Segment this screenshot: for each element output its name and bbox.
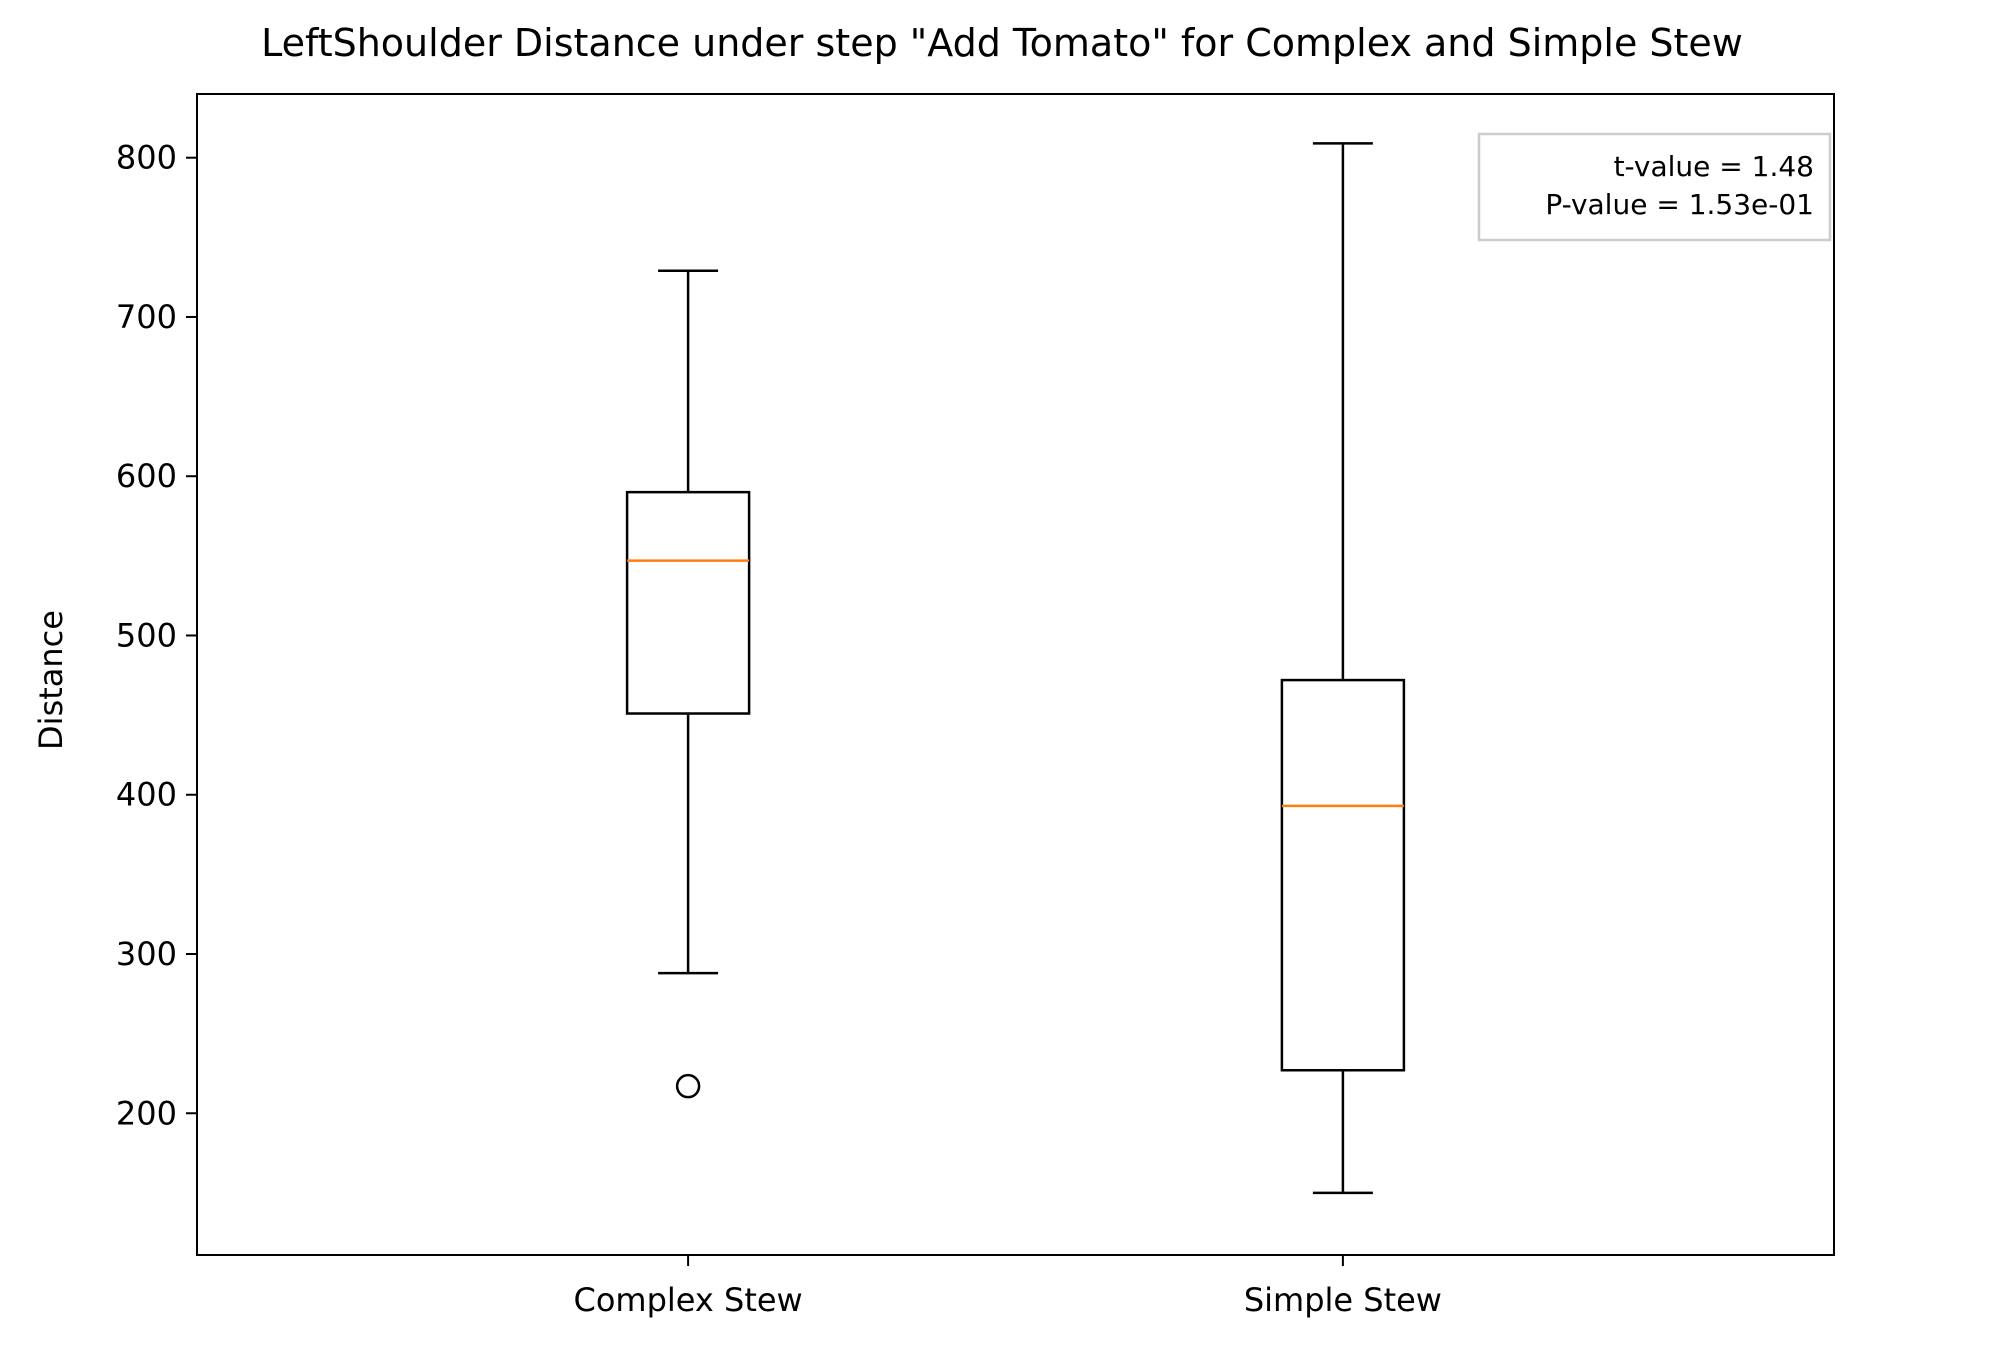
t-value-text: t-value = 1.48 [1614,150,1814,183]
annotation-frame [1477,132,1832,242]
y-tick-label-400: 400 [116,776,177,814]
axes-frame [196,93,1835,1256]
chart-title: LeftShoulder Distance under step "Add To… [261,21,1743,65]
y-axis-label: Distance [32,610,70,750]
y-tick-label-200: 200 [116,1094,177,1132]
plot-area: 200 300 400 500 600 700 800 Complex Stew Simple … [116,139,1442,1319]
y-tick-label-600: 600 [116,457,177,495]
box-1 [1280,678,1406,1072]
stats-annotation: t-value = 1.48 P-value = 1.53e-01 [1477,132,1832,242]
x-tick-label-1: Simple Stew [1244,1281,1442,1319]
box-0 [625,490,751,715]
x-tick-label-0: Complex Stew [573,1281,802,1319]
y-tick-label-500: 500 [116,616,177,654]
y-tick-label-300: 300 [116,935,177,973]
outlier-0-0 [675,1073,701,1099]
y-tick-label-800: 800 [116,139,177,177]
y-tick-label-700: 700 [116,298,177,336]
p-value-text: P-value = 1.53e-01 [1545,188,1814,221]
